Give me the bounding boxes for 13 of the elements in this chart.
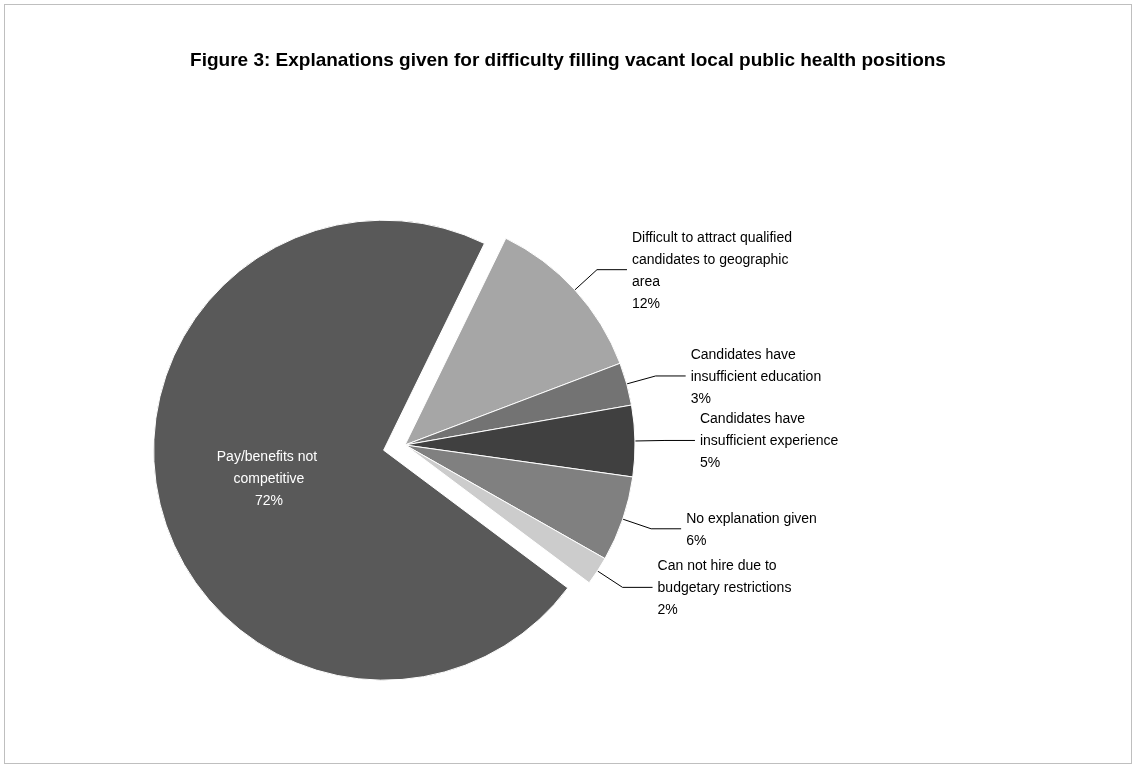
data-label: 3% (690, 389, 711, 406)
slice-label: Candidates have insufficient experience (699, 410, 839, 449)
data-label: 6% (686, 531, 707, 548)
data-label: 12% (632, 294, 661, 311)
data-label: 72% (254, 491, 283, 508)
slice-label: Candidates have insufficient education (690, 345, 822, 384)
slice-label: No explanation given (686, 509, 817, 526)
slice-label: Pay/benefits not competitive (216, 447, 322, 486)
chart-title: Figure 3: Explanations given for difficulty filling vacant local public health positions (190, 49, 946, 70)
data-label: 2% (657, 601, 678, 618)
slice-label: Difficult to attract qualified candidates to geographic area (632, 228, 796, 289)
slice-label: Can not hire due to budgetary restrictions (657, 557, 792, 596)
data-label: 5% (699, 454, 721, 471)
